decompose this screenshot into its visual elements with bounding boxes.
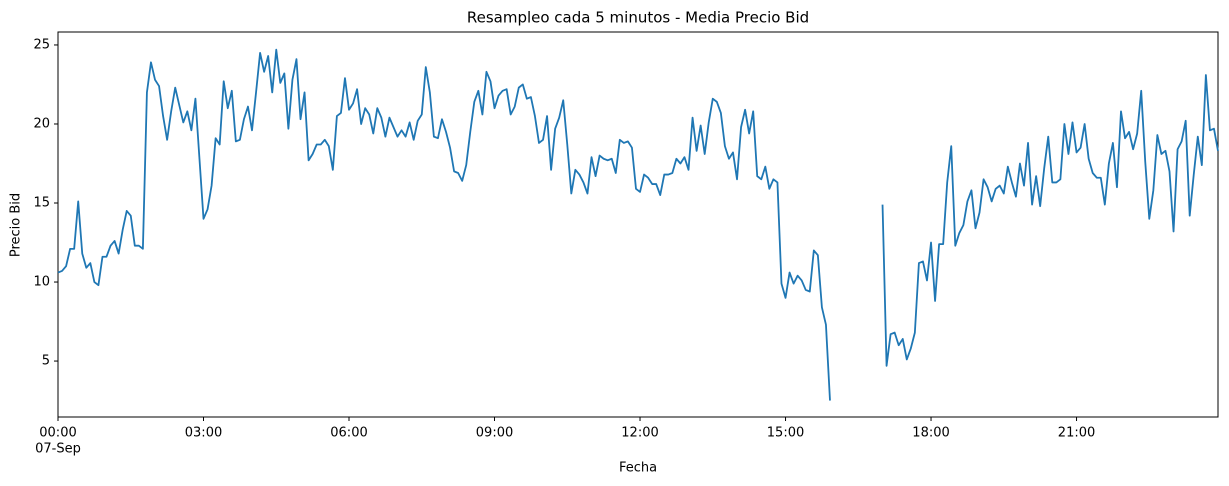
y-axis-label: Precio Bid [9,193,24,257]
x-tick-label: 18:00 [912,426,949,441]
plot-frame [57,31,1219,418]
y-tick-label: 10 [33,275,50,290]
y-tick-label: 20 [33,116,50,131]
x-axis-label: Fecha [619,461,657,476]
x-tick-label: 15:00 [767,426,804,441]
y-tick-label: 15 [33,196,50,211]
y-tick-label: 5 [42,354,50,369]
x-tick-label: 21:00 [1058,426,1095,441]
x-tick-label: 12:00 [621,426,658,441]
data-line [57,48,1219,401]
x-tick-label: 00:00 [39,426,76,441]
chart-title: Resampleo cada 5 minutos - Media Precio … [467,9,809,27]
x-tick-label: 03:00 [185,426,222,441]
x-tick-label: 09:00 [476,426,513,441]
y-tick-label: 25 [33,37,50,52]
x-tick-sublabel: 07-Sep [35,442,81,457]
x-tick-label: 06:00 [330,426,367,441]
